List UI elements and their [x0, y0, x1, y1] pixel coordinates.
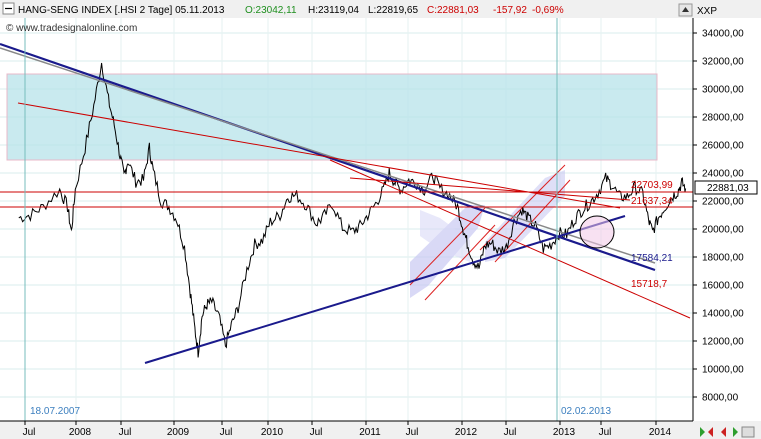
zoom-in-icon[interactable] — [733, 427, 738, 437]
date-label-2007: 18.07.2007 — [30, 406, 80, 417]
y-tick-label: 34000,00 — [702, 29, 744, 40]
level-label-22703: 22703,99 — [631, 180, 673, 191]
y-tick-label: 22000,00 — [702, 197, 744, 208]
x-tick-label: 2010 — [261, 427, 284, 438]
y-tick-label: 20000,00 — [702, 225, 744, 236]
resistance-trendline — [17, 102, 621, 209]
trend-label-15718: 15718,7 — [631, 279, 668, 290]
scroll-arrows[interactable] — [700, 426, 755, 438]
trend-label-17584: 17584,21 — [631, 253, 673, 264]
x-tick-label: 2014 — [649, 427, 672, 438]
x-tick-label: Jul — [406, 427, 419, 438]
y-axis-panel — [693, 18, 761, 421]
level-label-21637: 21637,34 — [631, 196, 673, 207]
x-axis-panel — [0, 421, 761, 439]
axis-title: XXP — [697, 6, 717, 17]
date-label-2013: 02.02.2013 — [561, 406, 611, 417]
y-axis-ticks: 34000,00 32000,00 30000,00 28000,00 26000,00… — [693, 29, 744, 404]
support-breakdown-line — [329, 159, 691, 319]
x-tick-label: Jul — [504, 427, 517, 438]
resistance-zone — [6, 73, 658, 161]
header-instrument: HANG-SENG INDEX [.HSI 2 Tage] 05.11.2013 — [18, 5, 225, 16]
y-tick-label: 26000,00 — [702, 141, 744, 152]
long-uptrend-line — [144, 215, 626, 364]
channel-line — [409, 207, 486, 286]
x-tick-label: Jul — [119, 427, 132, 438]
y-tick-label: 10000,00 — [702, 365, 744, 376]
y-tick-label: 32000,00 — [702, 57, 744, 68]
channel-band — [420, 210, 470, 262]
price-series-line — [18, 62, 687, 358]
current-price-box: 22881,03 — [694, 180, 758, 195]
x-axis-ticks: Jul 2008 Jul 2009 Jul 2010 Jul 2011 Jul 2012 Jul 20… — [23, 421, 672, 438]
header-high: H:23119,04 — [308, 5, 359, 16]
trendlines — [0, 42, 693, 364]
header-open: O:23042,11 — [245, 5, 297, 16]
y-tick-label: 28000,00 — [702, 113, 744, 124]
x-tick-label: Jul — [23, 427, 36, 438]
minus-icon[interactable] — [2, 2, 15, 15]
zoom-out-icon[interactable] — [721, 427, 726, 437]
long-downtrend-line-shadow — [0, 47, 656, 264]
x-tick-label: 2012 — [455, 427, 478, 438]
scroll-right-icon[interactable] — [700, 427, 705, 437]
scroll-left-icon[interactable] — [708, 427, 713, 437]
y-tick-label: 16000,00 — [702, 281, 744, 292]
header-low: L:22819,65 — [368, 5, 418, 16]
y-tick-label: 14000,00 — [702, 309, 744, 320]
watermark: © www.tradesignalonline.com — [6, 23, 137, 34]
settings-icon[interactable] — [741, 426, 755, 438]
x-tick-label: Jul — [310, 427, 323, 438]
x-tick-label: 2013 — [553, 427, 576, 438]
y-tick-label: 8000,00 — [702, 393, 739, 404]
current-price-label: 22881,03 — [707, 183, 749, 194]
channel-line — [424, 224, 496, 301]
header-close: C:22881,03 — [427, 5, 479, 16]
header-change-pct: -0,69% — [532, 5, 564, 16]
y-tick-label: 24000,00 — [702, 169, 744, 180]
x-tick-label: 2008 — [69, 427, 92, 438]
title-bar — [0, 0, 761, 18]
x-tick-label: Jul — [599, 427, 612, 438]
secondary-resistance-line — [349, 177, 631, 201]
y-tick-label: 30000,00 — [702, 85, 744, 96]
circle-annotation — [579, 215, 615, 249]
header-change: -157,92 — [493, 5, 527, 16]
y-tick-label: 12000,00 — [702, 337, 744, 348]
x-tick-label: 2011 — [359, 427, 381, 438]
x-tick-label: Jul — [220, 427, 233, 438]
scroll-up-icon[interactable] — [678, 3, 693, 17]
x-tick-label: 2009 — [167, 427, 190, 438]
y-tick-label: 18000,00 — [702, 253, 744, 264]
